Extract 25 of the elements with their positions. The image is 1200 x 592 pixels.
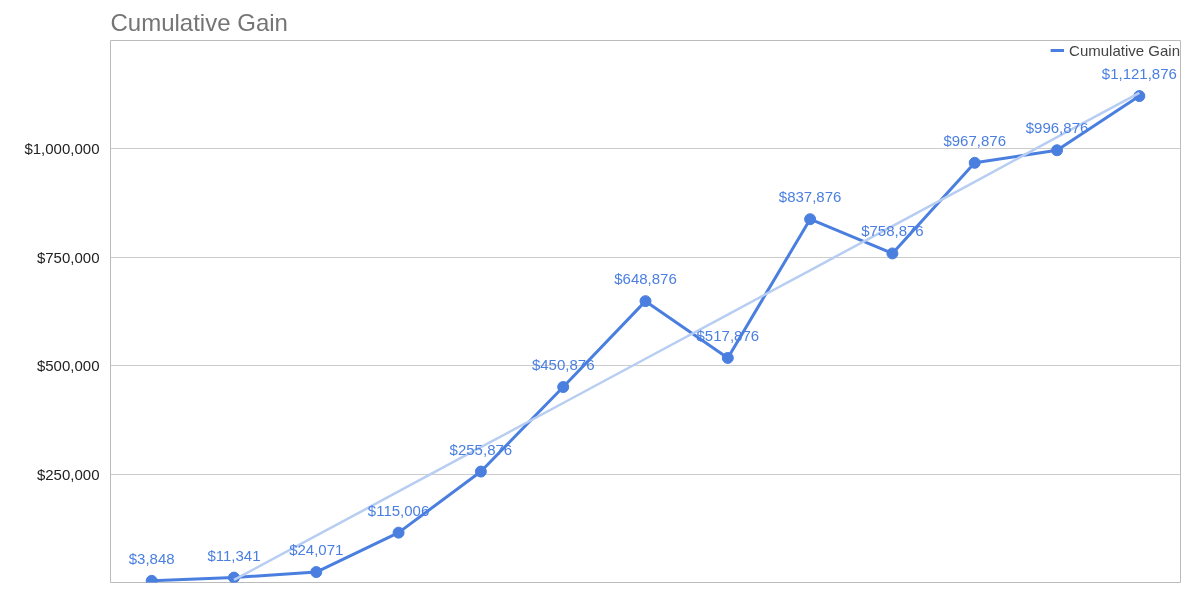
- point: [804, 213, 817, 226]
- point: [886, 247, 899, 260]
- y-tick-label: $750,000: [36, 248, 100, 266]
- y-tick-label: $500,000: [36, 357, 100, 375]
- point: [721, 351, 734, 364]
- point: [1051, 144, 1064, 157]
- data-label: $967,876: [943, 131, 1007, 149]
- point: [474, 465, 487, 478]
- legend-label: Cumulative Gain: [1069, 41, 1180, 59]
- data-label: $11,341: [207, 546, 261, 564]
- data-label: $648,876: [614, 270, 677, 288]
- data-label: $1,121,876: [1101, 65, 1177, 83]
- point: [968, 156, 981, 169]
- y-tick-label: $250,000: [36, 465, 100, 483]
- point: [557, 381, 570, 393]
- chart-title: Cumulative Gain: [110, 8, 288, 36]
- point: [392, 526, 405, 539]
- data-label: $115,006: [367, 501, 430, 519]
- point: [639, 295, 652, 308]
- data-label: $24,071: [289, 541, 344, 559]
- data-label: $3,848: [128, 549, 175, 567]
- data-label: $837,876: [778, 188, 842, 206]
- y-tick-label: $1,000,000: [24, 140, 100, 158]
- data-label: $996,876: [1025, 119, 1089, 137]
- point: [310, 566, 323, 579]
